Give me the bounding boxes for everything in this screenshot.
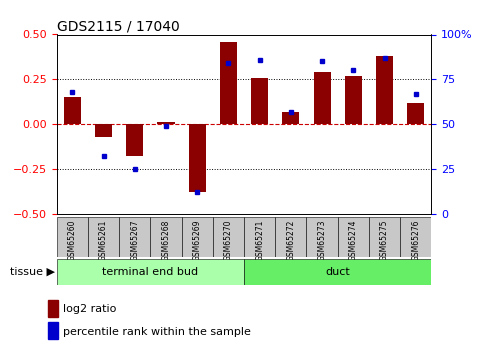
Bar — [95, 124, 112, 137]
Text: tissue ▶: tissue ▶ — [10, 267, 55, 277]
Bar — [64, 97, 81, 124]
Bar — [376, 56, 393, 124]
Text: percentile rank within the sample: percentile rank within the sample — [63, 327, 251, 337]
Bar — [189, 124, 206, 193]
Text: GSM65267: GSM65267 — [130, 219, 139, 261]
Bar — [48, 322, 58, 339]
Bar — [369, 217, 400, 257]
Bar — [275, 217, 307, 257]
Text: GSM65275: GSM65275 — [380, 219, 389, 261]
Text: GSM65270: GSM65270 — [224, 219, 233, 261]
Bar — [220, 42, 237, 124]
Bar — [251, 78, 268, 124]
Text: GSM65269: GSM65269 — [193, 219, 202, 261]
Bar — [57, 259, 244, 285]
Text: GSM65276: GSM65276 — [411, 219, 420, 261]
Bar — [126, 124, 143, 157]
Bar — [48, 300, 58, 317]
Text: GSM65271: GSM65271 — [255, 219, 264, 261]
Bar — [282, 112, 299, 124]
Text: terminal end bud: terminal end bud — [103, 267, 198, 277]
Bar — [338, 217, 369, 257]
Bar — [150, 217, 181, 257]
Text: duct: duct — [325, 267, 350, 277]
Bar — [244, 217, 275, 257]
Text: GSM65260: GSM65260 — [68, 219, 77, 261]
Text: GSM65273: GSM65273 — [317, 219, 326, 261]
Bar — [407, 103, 424, 124]
Text: GSM65268: GSM65268 — [162, 219, 171, 261]
Text: GSM65261: GSM65261 — [99, 219, 108, 261]
Bar — [244, 259, 431, 285]
Text: log2 ratio: log2 ratio — [63, 304, 117, 314]
Bar — [307, 217, 338, 257]
Bar — [400, 217, 431, 257]
Bar — [213, 217, 244, 257]
Text: GSM65272: GSM65272 — [286, 219, 295, 261]
Text: GDS2115 / 17040: GDS2115 / 17040 — [57, 19, 179, 33]
Bar — [57, 217, 88, 257]
Bar — [345, 76, 362, 124]
Bar — [181, 217, 213, 257]
Bar — [119, 217, 150, 257]
Bar — [157, 122, 175, 124]
Bar — [88, 217, 119, 257]
Bar — [314, 72, 331, 124]
Text: GSM65274: GSM65274 — [349, 219, 358, 261]
